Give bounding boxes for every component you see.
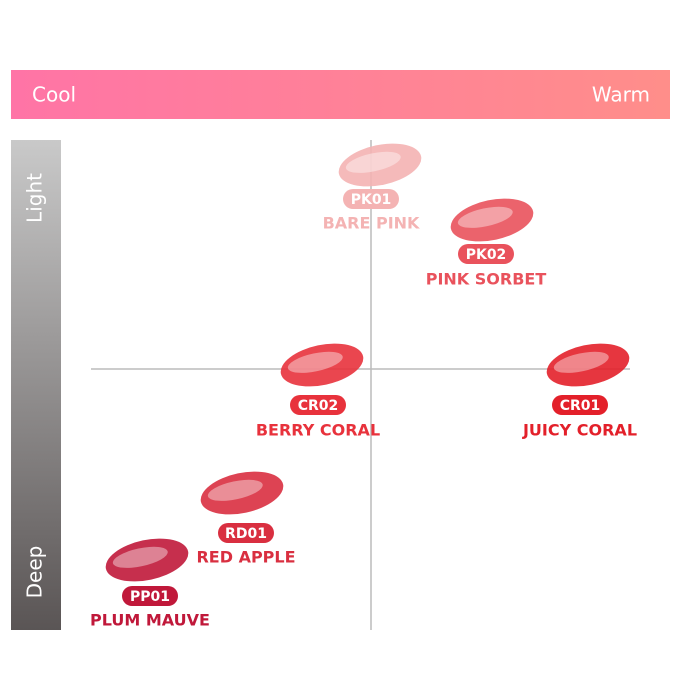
product-name: PINK SORBET: [426, 270, 547, 289]
product-name: RED APPLE: [196, 548, 295, 567]
code-pill: [218, 523, 274, 543]
code-pill: [552, 395, 608, 415]
axis-label: Light: [23, 173, 47, 223]
product-code: PP01: [130, 589, 170, 605]
swatch: [546, 343, 630, 387]
product-code: CR02: [298, 398, 339, 414]
code-pill: [343, 189, 399, 209]
code-pill: [290, 395, 346, 415]
swatch: [450, 198, 534, 242]
product: PP01 PLUM MAUVE: [90, 538, 210, 630]
product: CR01 JUICY CORAL: [522, 343, 637, 440]
product-name: JUICY CORAL: [522, 421, 637, 440]
product: PK02 PINK SORBET: [426, 198, 547, 289]
product-code: RD01: [225, 526, 267, 542]
swatch: [280, 343, 364, 387]
axis-label: Cool: [32, 83, 76, 107]
axis-label: Warm: [592, 83, 650, 107]
swatch: [105, 538, 189, 582]
nodes: PK01 BARE PINK PK02 PINK SORBET CR02 BERRY CO…: [90, 143, 637, 630]
swatch-highlight: [457, 206, 513, 228]
swatch: [200, 471, 284, 515]
swatch-highlight: [553, 351, 609, 373]
swatch-highlight: [287, 351, 343, 373]
product-code: PK01: [351, 192, 392, 208]
product: RD01 RED APPLE: [196, 471, 296, 567]
product-code: PK02: [466, 247, 507, 263]
code-pill: [458, 244, 514, 264]
depth-bar: [11, 140, 61, 630]
swatch-highlight: [207, 479, 263, 501]
product-code: CR01: [560, 398, 601, 414]
product-name: BERRY CORAL: [256, 421, 380, 440]
swatch: [338, 143, 422, 187]
swatch-highlight: [112, 546, 168, 568]
swatch-highlight: [345, 151, 401, 173]
axis-label: Deep: [23, 546, 47, 599]
temperature-bar: [11, 70, 670, 119]
product-name: BARE PINK: [323, 214, 420, 233]
product-name: PLUM MAUVE: [90, 611, 210, 630]
product: PK01 BARE PINK: [323, 143, 422, 233]
code-pill: [122, 586, 178, 606]
product: CR02 BERRY CORAL: [256, 343, 380, 440]
